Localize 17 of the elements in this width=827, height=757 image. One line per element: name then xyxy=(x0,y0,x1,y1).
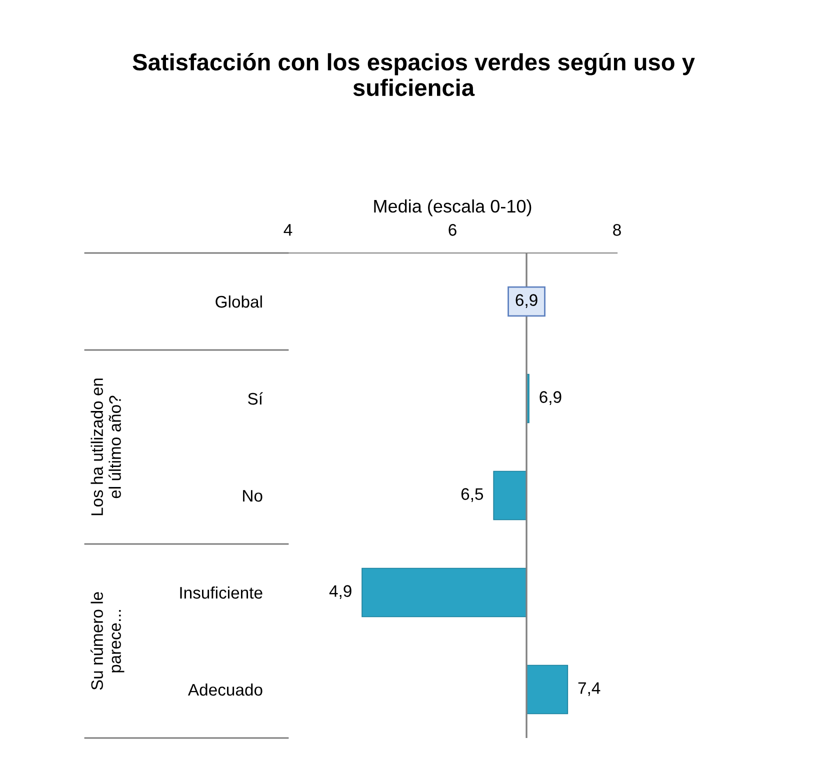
y-tick-label: Adecuado xyxy=(188,683,262,696)
x-tick-label: 6 xyxy=(448,224,456,236)
y-tick-label: Insuficiente xyxy=(180,586,262,599)
text: Los ha utilizado en el último año? xyxy=(90,378,121,516)
text: Su número le parece... xyxy=(90,592,124,690)
y-tick-label: Global xyxy=(216,295,262,308)
data-label: 6,9 xyxy=(540,391,562,405)
x-tick-label: 8 xyxy=(613,224,621,236)
x-axis-title: Media (escala 0-10) xyxy=(374,199,532,216)
y-tick-label: Sí xyxy=(248,392,263,405)
data-label: 6,5 xyxy=(461,488,484,502)
data-label: 7,4 xyxy=(578,682,600,696)
x-tick-label: 4 xyxy=(284,224,292,236)
chart-title: Satisfacción con los espacios verdes según uso y suficiencia xyxy=(132,52,695,96)
ref-line-label: 6,9 xyxy=(516,294,538,308)
y-tick-label: No xyxy=(243,490,262,502)
data-label: 4,9 xyxy=(329,585,352,599)
